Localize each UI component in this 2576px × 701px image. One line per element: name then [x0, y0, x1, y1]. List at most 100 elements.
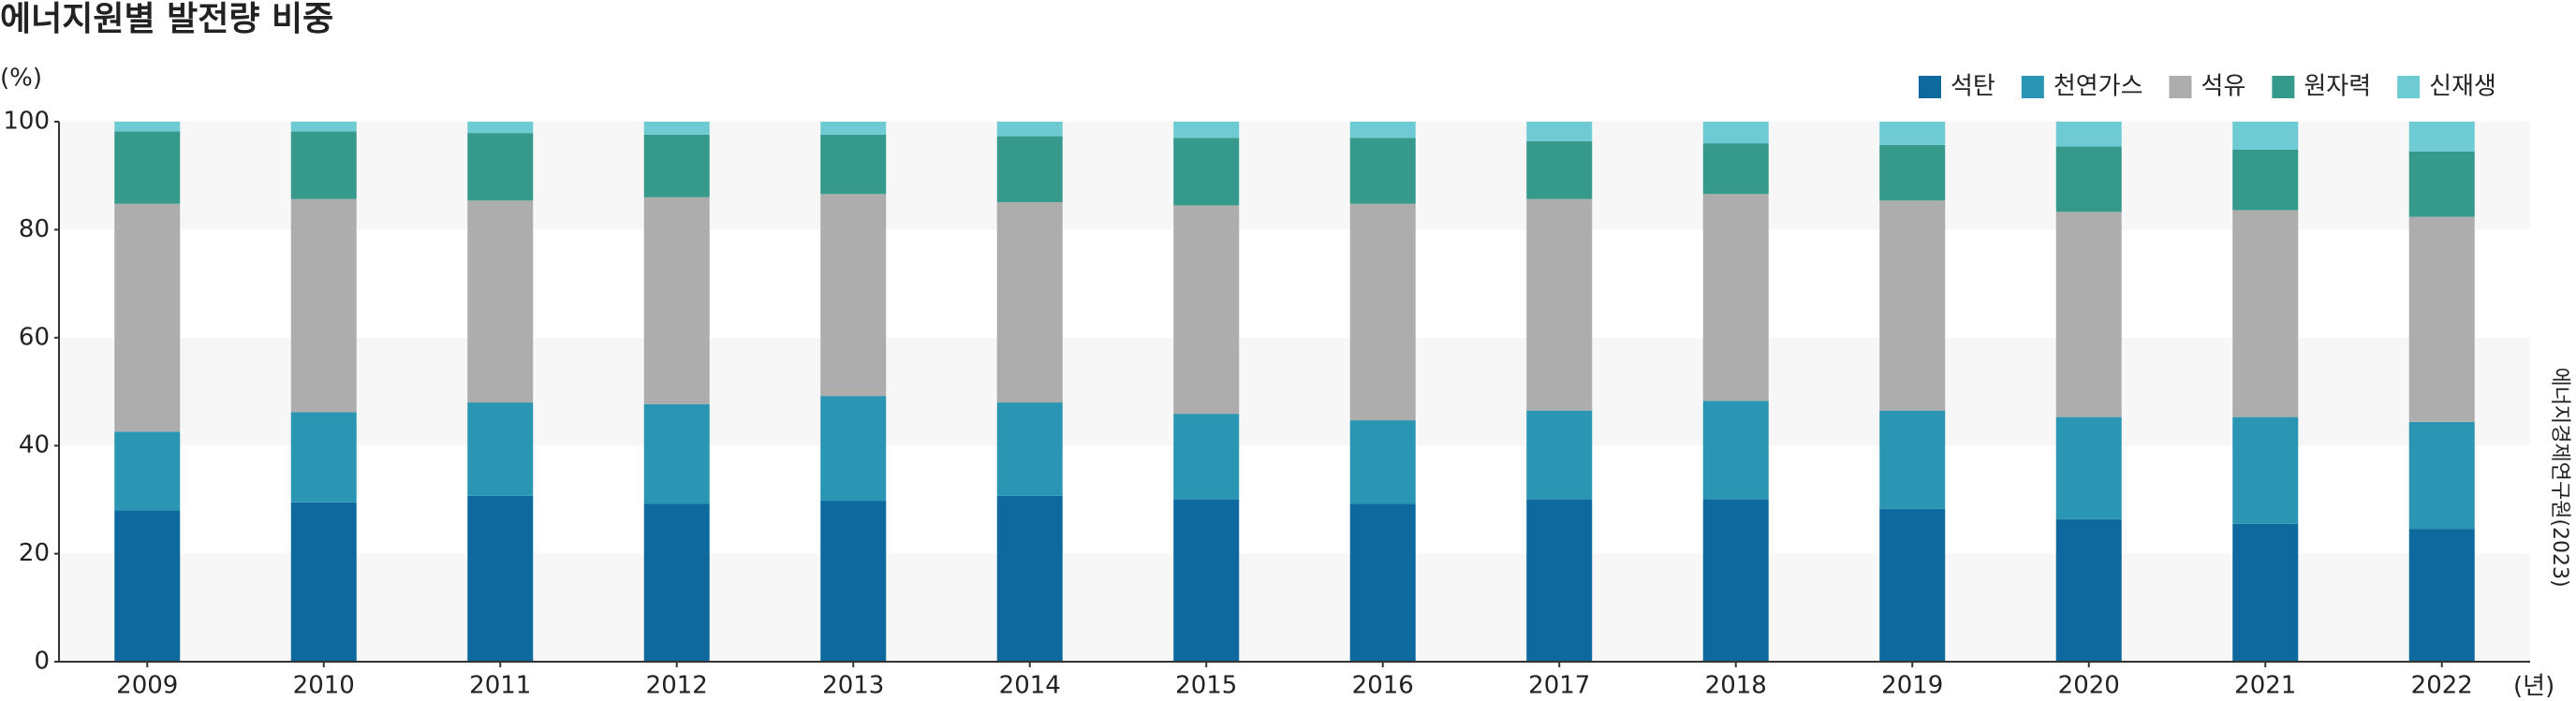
bar-segment: [290, 198, 357, 413]
bar-segment: [1879, 200, 1946, 411]
bar-segment: [2232, 150, 2299, 211]
y-unit: (%): [0, 65, 42, 93]
bar-segment: [467, 122, 534, 134]
x-tick-label: 2018: [1705, 672, 1767, 700]
background-band: [59, 122, 2530, 230]
y-tick-label: 40: [19, 431, 50, 460]
legend-label: 석탄: [1950, 73, 1995, 101]
bar-segment: [643, 122, 710, 135]
source: 에너지경제연구원(2023): [2548, 367, 2571, 587]
bar-segment: [1173, 499, 1240, 662]
x-tick-label: 2021: [2234, 672, 2296, 700]
legend-swatch: [2021, 76, 2044, 98]
bar-segment: [1879, 508, 1946, 662]
bar-segment: [467, 495, 534, 662]
bar-segment: [643, 403, 710, 504]
bar-segment: [820, 122, 887, 135]
bar-segment: [467, 133, 534, 201]
bar-segment: [2232, 523, 2299, 662]
x-tick-label: 2010: [293, 672, 355, 700]
chart-title: 에너지원별 발전량 비중: [0, 0, 333, 38]
bar-segment: [2232, 122, 2299, 151]
bar-segment: [1526, 198, 1593, 411]
bar-segment: [2408, 529, 2475, 662]
bar-segment: [1702, 194, 1769, 402]
bar-segment: [996, 402, 1063, 496]
bar-segment: [290, 412, 357, 503]
bar-segment: [996, 201, 1063, 403]
bar-segment: [1526, 499, 1593, 662]
bar-segment: [467, 402, 534, 496]
bar-segment: [1702, 143, 1769, 195]
bar-segment: [820, 134, 887, 195]
background-band: [59, 337, 2530, 446]
bar-segment: [1702, 401, 1769, 500]
bar-segment: [2055, 212, 2122, 417]
bar-segment: [1349, 504, 1416, 662]
bar-segment: [1349, 122, 1416, 139]
background-band: [59, 553, 2530, 662]
bar-segment: [290, 122, 357, 132]
bar-segment: [1349, 138, 1416, 204]
bar-segment: [1173, 414, 1240, 500]
bar-segment: [1349, 420, 1416, 504]
bar-segment: [1879, 410, 1946, 509]
bar-segment: [1173, 138, 1240, 206]
legend-label: 신재생: [2429, 73, 2496, 101]
bar-segment: [2055, 518, 2122, 662]
bar-segment: [820, 501, 887, 662]
x-tick-label: 2022: [2411, 672, 2473, 700]
x-tick-label: 2013: [822, 672, 884, 700]
bar-segment: [290, 502, 357, 662]
bar-segment: [2055, 122, 2122, 147]
bar-segment: [1702, 122, 1769, 144]
x-tick-label: 2019: [1881, 672, 1943, 700]
y-tick-label: 80: [19, 215, 50, 243]
x-tick-label: 2011: [469, 672, 531, 700]
legend-label: 천연가스: [2053, 73, 2143, 101]
y-tick-label: 20: [19, 539, 50, 567]
bar-segment: [2055, 146, 2122, 212]
bar-segment: [1879, 144, 1946, 201]
bar-segment: [2232, 416, 2299, 524]
bar-segment: [820, 396, 887, 502]
bar-segment: [643, 197, 710, 404]
bar-segment: [114, 203, 181, 432]
legend-swatch: [2397, 76, 2421, 98]
legend-swatch: [2272, 76, 2295, 98]
bar-segment: [114, 122, 181, 132]
bar-segment: [1526, 140, 1593, 199]
bar-segment: [1526, 122, 1593, 141]
bar-segment: [2408, 216, 2475, 422]
bar-segment: [1349, 203, 1416, 421]
bar-segment: [2055, 416, 2122, 519]
bar-segment: [1879, 122, 1946, 145]
bar-segment: [1702, 499, 1769, 662]
bar-segment: [643, 134, 710, 197]
y-tick-label: 0: [34, 648, 50, 676]
bar-segment: [820, 194, 887, 397]
bar-segment: [1173, 122, 1240, 139]
bar-segment: [996, 495, 1063, 662]
x-tick-label: 2012: [646, 672, 708, 700]
bar-segment: [114, 131, 181, 204]
bar-segment: [290, 131, 357, 199]
bar-segment: [996, 136, 1063, 202]
bar-segment: [2408, 151, 2475, 217]
bar-segment: [114, 431, 181, 511]
x-tick-label: 2020: [2058, 672, 2120, 700]
bar-segment: [996, 122, 1063, 137]
bar-segment: [643, 504, 710, 662]
x-tick-label: 2017: [1528, 672, 1590, 700]
y-tick-label: 100: [3, 108, 50, 136]
x-tick-label: 2014: [999, 672, 1061, 700]
bar-segment: [1526, 410, 1593, 500]
x-tick-label: 2009: [116, 672, 178, 700]
bar-segment: [467, 200, 534, 403]
bar-segment: [2232, 210, 2299, 417]
x-unit: (년): [2513, 673, 2554, 701]
bar-segment: [114, 510, 181, 662]
bar-segment: [1173, 205, 1240, 415]
